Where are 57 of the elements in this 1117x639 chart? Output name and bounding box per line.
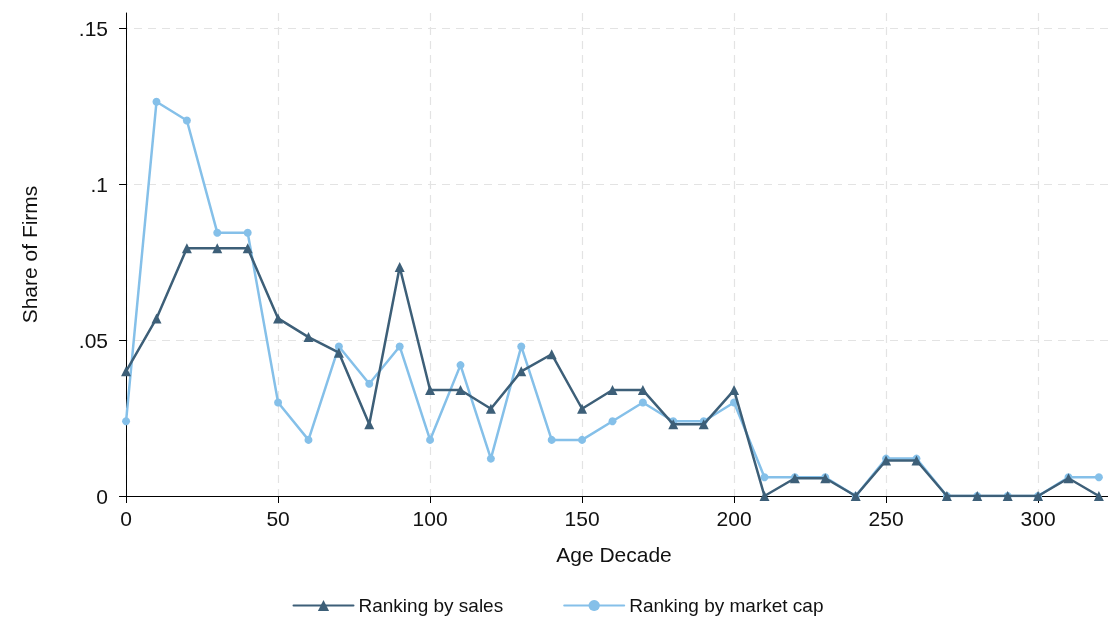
point xyxy=(274,398,283,407)
point xyxy=(242,243,253,254)
point xyxy=(151,313,162,324)
point xyxy=(516,366,527,377)
point xyxy=(243,228,252,237)
point xyxy=(578,435,587,444)
point xyxy=(698,419,709,430)
y-axis-title: Share of Firms xyxy=(18,185,41,324)
point xyxy=(759,491,770,501)
y-tick-label: 0 xyxy=(96,484,108,508)
point xyxy=(122,417,131,426)
point xyxy=(394,261,405,272)
point xyxy=(637,385,648,396)
point xyxy=(668,419,679,430)
point xyxy=(304,435,313,444)
point xyxy=(760,473,769,482)
point xyxy=(486,454,495,463)
x-axis-title: Age Decade xyxy=(556,543,672,566)
legend-label: Ranking by market cap xyxy=(629,595,824,616)
point xyxy=(638,398,647,407)
point xyxy=(334,342,343,351)
point xyxy=(273,313,284,324)
point xyxy=(333,347,344,358)
point xyxy=(547,435,556,444)
x-tick-label: 100 xyxy=(412,507,448,530)
y-tick-label: .05 xyxy=(78,328,108,352)
point xyxy=(485,403,496,414)
x-tick-label: 0 xyxy=(120,507,132,530)
point xyxy=(365,379,374,388)
point xyxy=(425,385,436,396)
point xyxy=(1094,473,1103,482)
x-tick-label: 50 xyxy=(266,507,290,530)
y-tick-label: .15 xyxy=(78,17,108,41)
point xyxy=(212,243,223,254)
point xyxy=(1093,491,1104,501)
point xyxy=(546,349,557,360)
point xyxy=(213,228,222,237)
point xyxy=(577,403,588,414)
point xyxy=(517,342,526,351)
legend-label: Ranking by sales xyxy=(358,595,504,616)
point xyxy=(729,385,740,396)
x-tick-label: 300 xyxy=(1020,507,1056,530)
y-tick-label: .1 xyxy=(90,172,108,196)
point xyxy=(395,342,404,351)
point xyxy=(152,97,161,106)
point xyxy=(608,417,617,426)
point xyxy=(181,243,192,254)
x-tick-label: 150 xyxy=(564,507,600,530)
x-tick-label: 200 xyxy=(716,507,752,530)
x-tick-label: 250 xyxy=(868,507,904,530)
point xyxy=(426,435,435,444)
point xyxy=(456,361,465,370)
point xyxy=(455,385,466,396)
point xyxy=(121,366,132,377)
point xyxy=(182,116,191,125)
point xyxy=(303,332,314,343)
point xyxy=(607,385,618,396)
